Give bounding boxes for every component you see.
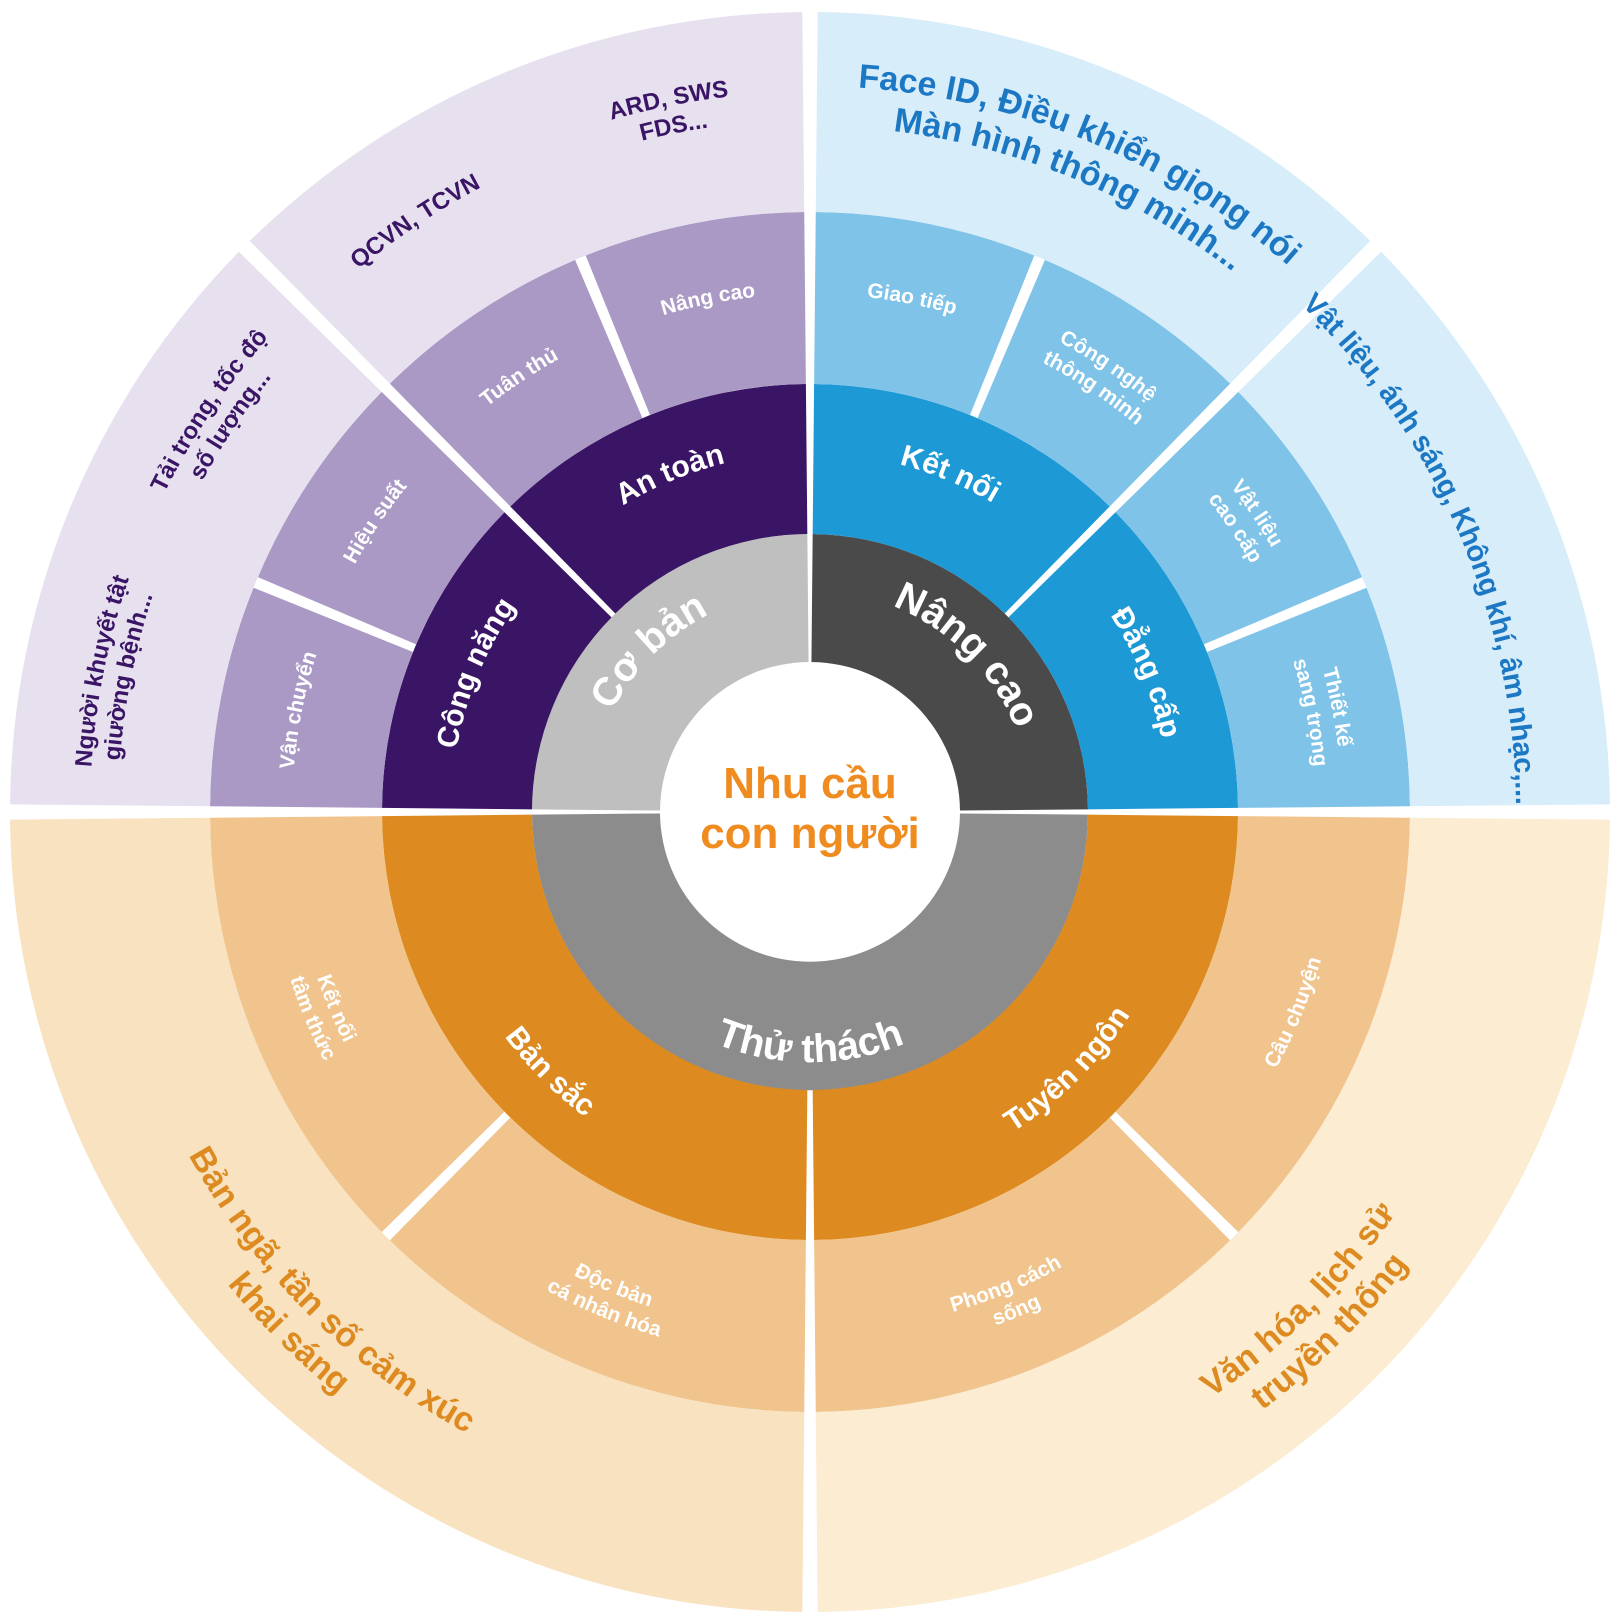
svg-text:Nhu cầu: Nhu cầu	[723, 759, 897, 808]
svg-text:con người: con người	[700, 809, 920, 858]
